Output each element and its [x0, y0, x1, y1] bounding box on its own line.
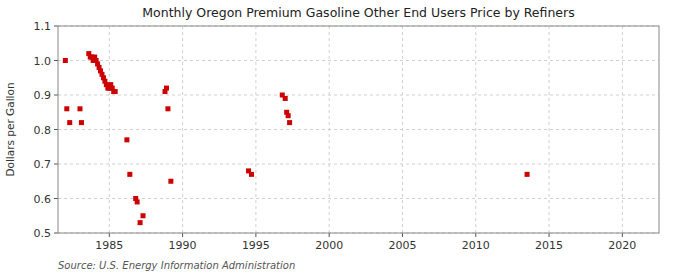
- point: [135, 199, 140, 204]
- x-grid-line: [475, 26, 476, 233]
- x-tick-label: 2015: [535, 239, 563, 252]
- y-tick: [54, 26, 58, 27]
- y-grid-line: [58, 198, 659, 199]
- y-tick: [54, 95, 58, 96]
- x-grid-line: [182, 26, 183, 233]
- point: [64, 106, 69, 111]
- x-tick: [255, 233, 256, 237]
- y-tick-label: 0.5: [34, 227, 52, 240]
- x-tick-label: 2020: [608, 239, 636, 252]
- x-grid-line: [622, 26, 623, 233]
- point: [164, 86, 169, 91]
- x-tick: [475, 233, 476, 237]
- point: [63, 58, 68, 63]
- x-tick-label: 2000: [315, 239, 343, 252]
- point: [124, 137, 129, 142]
- x-tick-label: 1985: [95, 239, 123, 252]
- y-grid-line: [58, 164, 659, 165]
- x-tick-label: 2010: [462, 239, 490, 252]
- x-tick: [182, 233, 183, 237]
- x-tick-label: 2005: [388, 239, 416, 252]
- plot-frame: [58, 26, 659, 233]
- y-grid-line: [58, 95, 659, 96]
- point: [113, 89, 118, 94]
- y-axis-label: Dollars per Gallon: [4, 82, 16, 176]
- y-tick-label: 1.0: [34, 55, 52, 68]
- x-grid-line: [549, 26, 550, 233]
- x-tick: [549, 233, 550, 237]
- point: [77, 106, 82, 111]
- chart: 0.5 0.6 0.7 0.8 0.9 1.0 1.1 1985 1990 1995 2000 200…: [0, 0, 675, 275]
- x-grid-line: [402, 26, 403, 233]
- y-tick: [54, 233, 58, 234]
- point: [79, 120, 84, 125]
- point: [249, 172, 254, 177]
- y-tick-label: 1.1: [34, 20, 52, 33]
- point: [286, 113, 291, 118]
- x-tick: [622, 233, 623, 237]
- point: [165, 106, 170, 111]
- point: [138, 220, 143, 225]
- source-note: Source: U.S. Energy Information Administ…: [58, 260, 295, 271]
- point: [168, 179, 173, 184]
- grid: [58, 26, 659, 233]
- point: [67, 120, 72, 125]
- y-tick-label: 0.9: [34, 89, 52, 102]
- y-tick-label: 0.8: [34, 124, 52, 137]
- point: [283, 96, 288, 101]
- y-tick: [54, 198, 58, 199]
- point: [141, 213, 146, 218]
- y-tick: [54, 129, 58, 130]
- point: [287, 120, 292, 125]
- x-tick: [109, 233, 110, 237]
- x-grid-line: [109, 26, 110, 233]
- axes: 0.5 0.6 0.7 0.8 0.9 1.0 1.1 1985 1990 1995 2000 200…: [34, 20, 660, 252]
- x-grid-line: [255, 26, 256, 233]
- point: [127, 172, 132, 177]
- y-grid-line: [58, 60, 659, 61]
- title: Monthly Oregon Premium Gasoline Other En…: [142, 5, 574, 20]
- y-tick-label: 0.6: [34, 193, 52, 206]
- y-tick: [54, 164, 58, 165]
- x-tick: [329, 233, 330, 237]
- y-tick: [54, 60, 58, 61]
- x-tick: [402, 233, 403, 237]
- x-grid-line: [329, 26, 330, 233]
- points: [63, 51, 530, 225]
- y-grid-line: [58, 129, 659, 130]
- x-tick-label: 1990: [169, 239, 197, 252]
- x-tick-label: 1995: [242, 239, 270, 252]
- point: [525, 172, 530, 177]
- y-tick-label: 0.7: [34, 158, 52, 171]
